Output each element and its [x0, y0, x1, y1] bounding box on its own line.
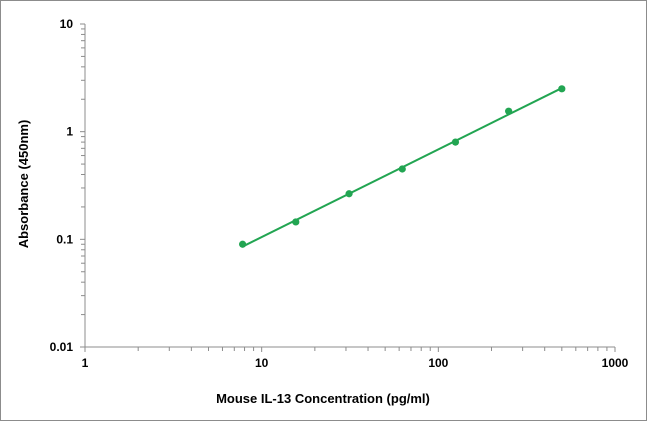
x-tick-label: 1: [82, 356, 89, 370]
data-points-layer: [239, 85, 566, 248]
data-point: [292, 218, 300, 226]
y-tick-label: 1: [66, 125, 73, 139]
y-tick-label: 0.1: [56, 232, 73, 246]
data-point: [558, 85, 566, 93]
data-point: [345, 190, 353, 198]
x-tick-label: 10: [255, 356, 269, 370]
x-axis-title: Mouse IL-13 Concentration (pg/ml): [216, 391, 430, 406]
data-point: [398, 165, 406, 173]
x-tick-label: 1000: [602, 356, 629, 370]
x-tick-label: 100: [428, 356, 448, 370]
y-tick-label: 0.01: [50, 340, 74, 354]
data-point: [505, 107, 513, 115]
labels-layer: 1 10 100 1000 0.01 0.1 1 10: [50, 17, 629, 370]
data-point: [239, 240, 247, 248]
data-point: [451, 138, 460, 146]
y-axis-title: Absorbance (450nm): [16, 120, 31, 249]
axes: [80, 23, 616, 352]
y-tick-label: 10: [60, 17, 74, 31]
